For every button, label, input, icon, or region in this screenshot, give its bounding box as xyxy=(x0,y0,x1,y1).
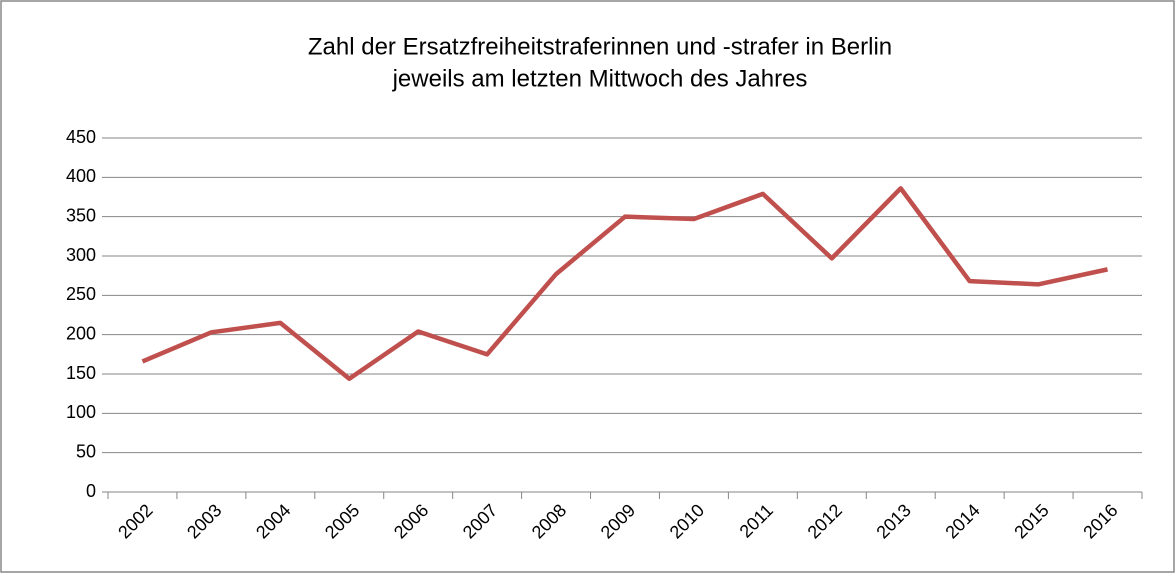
y-tick-label: 50 xyxy=(76,441,96,461)
y-tick-label: 150 xyxy=(66,363,96,383)
y-tick-label: 200 xyxy=(66,323,96,343)
y-tick-label: 350 xyxy=(66,205,96,225)
y-tick-label: 100 xyxy=(66,402,96,422)
chart-title: Zahl der Ersatzfreiheitstraferinnen und … xyxy=(308,33,892,60)
y-tick-label: 300 xyxy=(66,245,96,265)
y-tick-label: 400 xyxy=(66,166,96,186)
y-tick-label: 0 xyxy=(86,481,96,501)
y-tick-label: 450 xyxy=(66,127,96,147)
series-line xyxy=(141,186,1109,381)
chart-subtitle: jeweils am letzten Mittwoch des Jahres xyxy=(392,65,808,92)
y-tick-label: 250 xyxy=(66,284,96,304)
